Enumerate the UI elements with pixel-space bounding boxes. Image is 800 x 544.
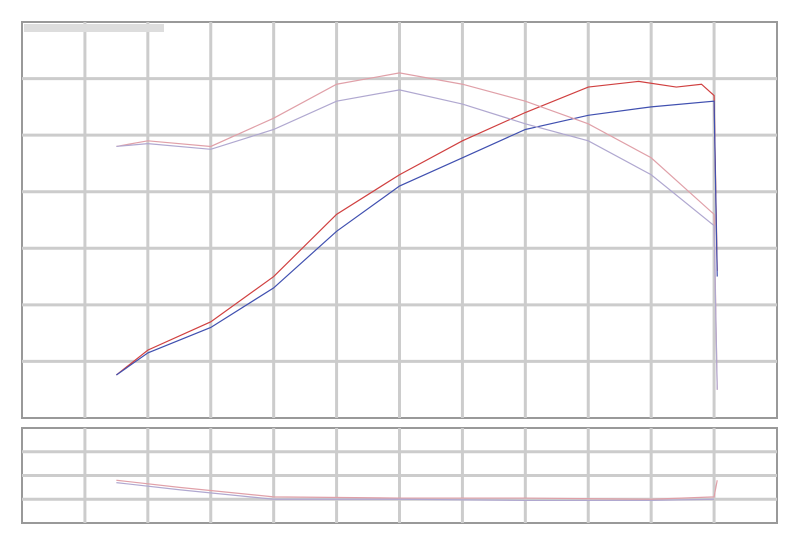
- series-line: [116, 89, 718, 390]
- series-line: [116, 72, 718, 390]
- legend: [24, 24, 164, 32]
- series-line: [116, 482, 715, 502]
- series-line: [116, 100, 718, 376]
- series-line: [116, 479, 718, 500]
- series-line: [116, 80, 718, 376]
